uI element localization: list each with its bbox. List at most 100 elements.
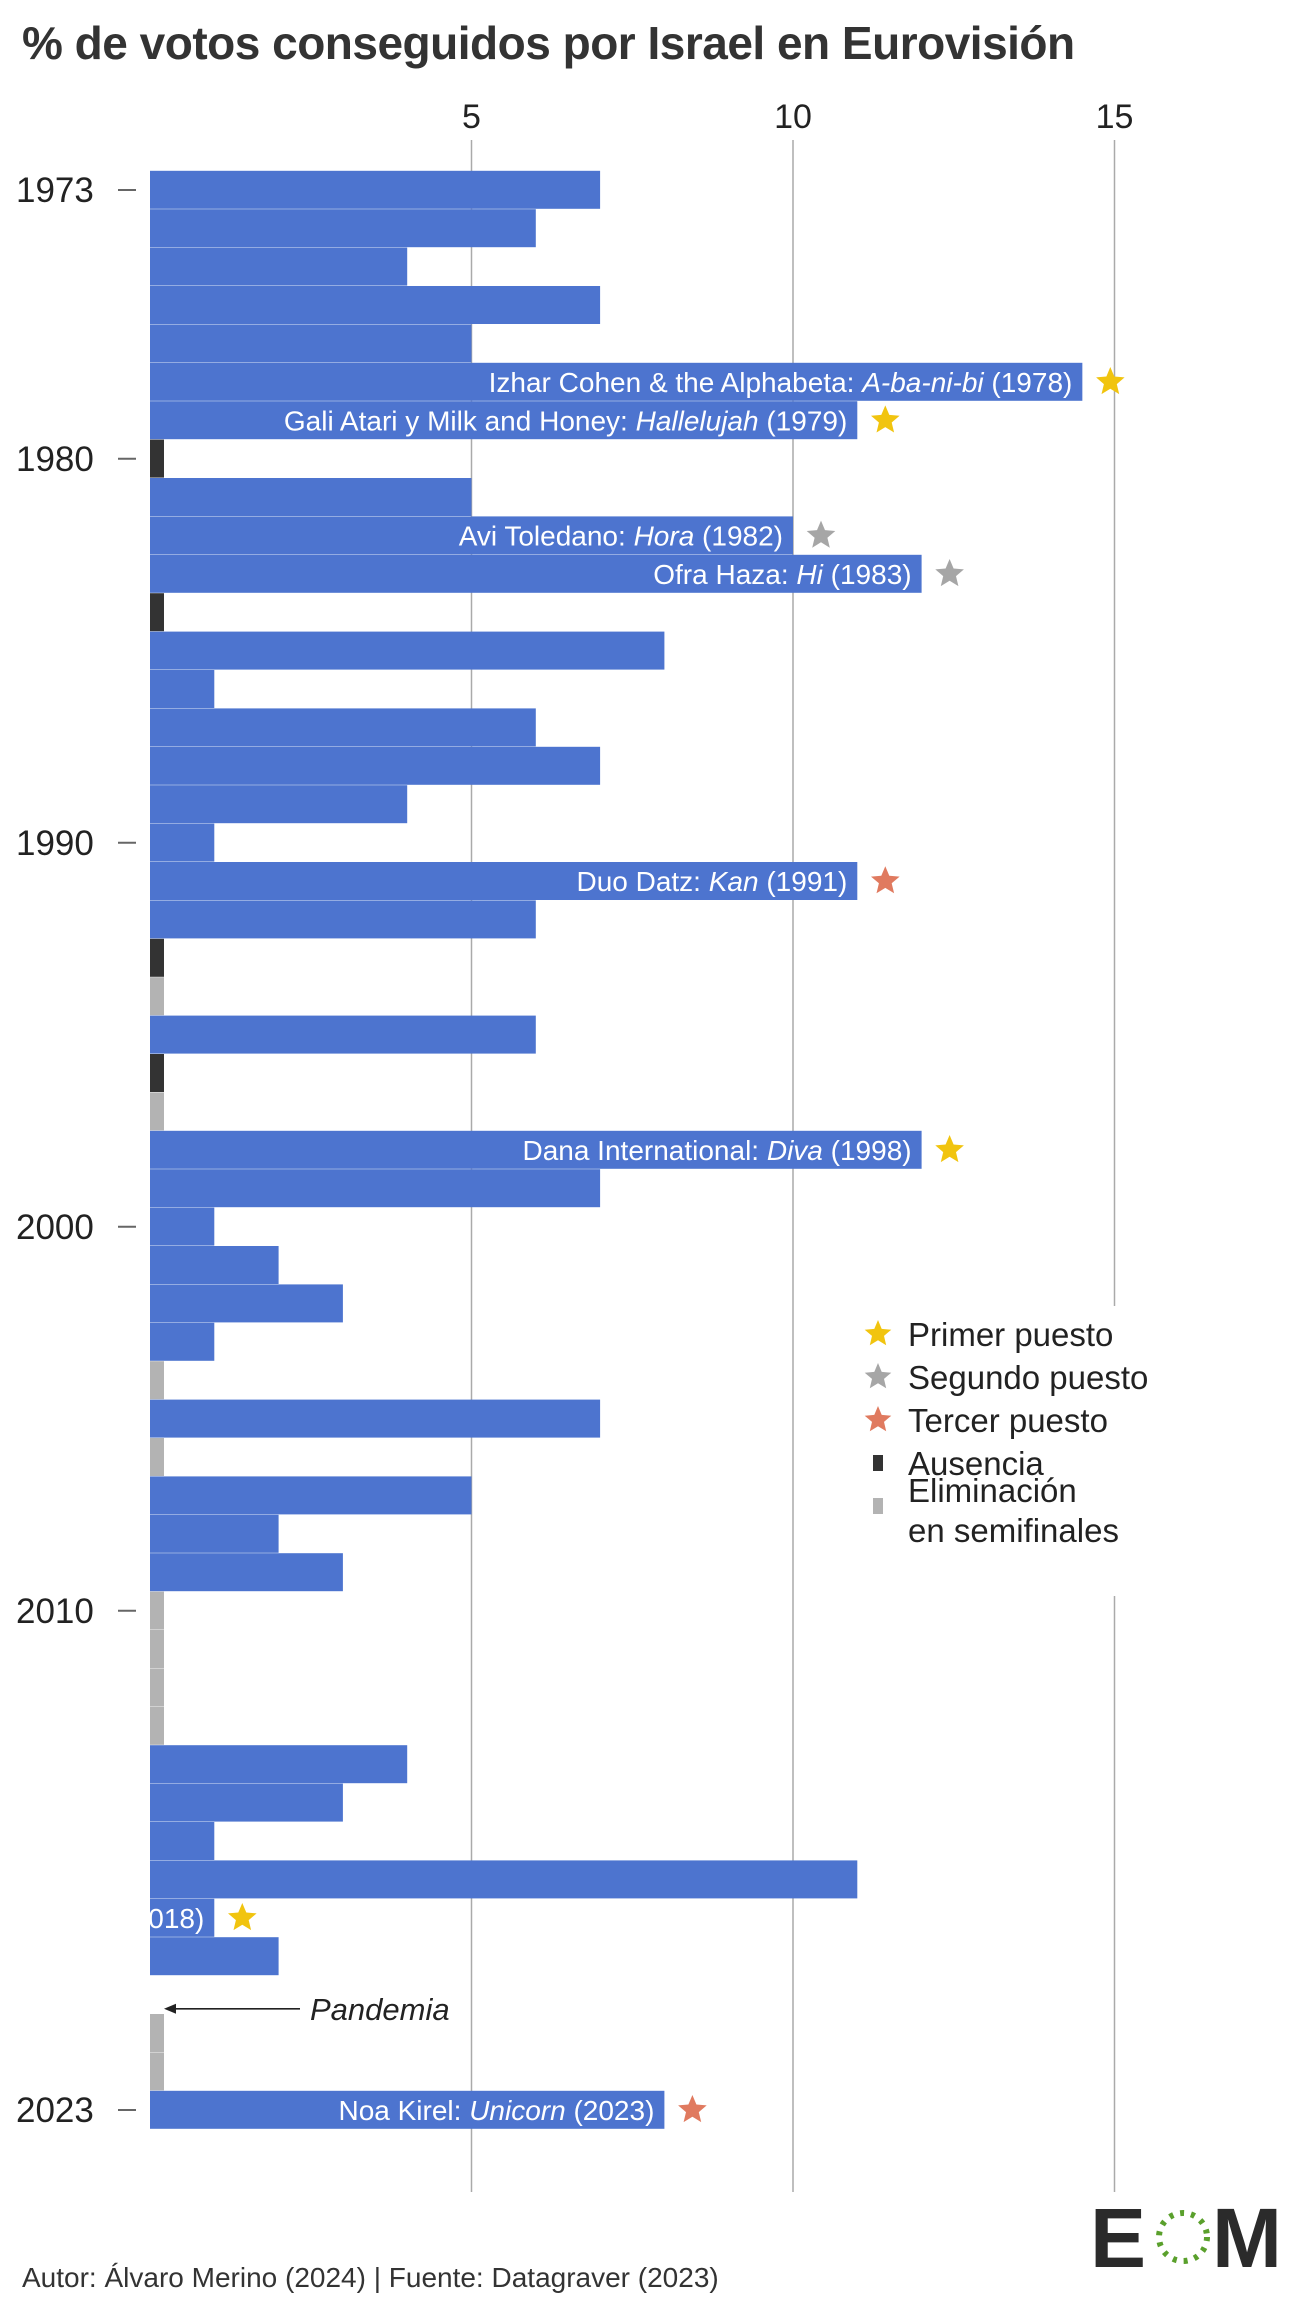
- y-tick-label-1980: 1980: [16, 440, 94, 479]
- annotation-song: Unicorn: [469, 2095, 565, 2126]
- bar-1998: [150, 1130, 922, 1169]
- bar-2017: [150, 1860, 858, 1899]
- bar-1990: [150, 823, 215, 862]
- y-tick-label-2010: 2010: [16, 1592, 94, 1631]
- y-tick-label-2000: 2000: [16, 1208, 94, 1247]
- annotation-song: Toy: [71, 1903, 117, 1934]
- star-icon: [871, 866, 900, 894]
- annotation-artist: Netta:: [0, 1903, 71, 1934]
- semifinal-marker-2006: [150, 1438, 164, 1476]
- annotation-song: Hallelujah: [636, 405, 759, 436]
- bar-1999: [150, 1169, 601, 1208]
- legend-star-icon-third: [864, 1406, 892, 1432]
- star-icon: [806, 520, 836, 548]
- x-tick-label-15: 15: [1096, 98, 1134, 136]
- legend-label-first: Primer puesto: [908, 1316, 1113, 1353]
- logo-o-dots: [1156, 2210, 1210, 2264]
- absence-marker-1993: [150, 938, 164, 977]
- x-tick-label-5: 5: [462, 98, 481, 136]
- annotation-artist: Gali Atari y Milk and Honey:: [284, 405, 636, 436]
- annotation-1991: Duo Datz: Kan (1991): [576, 866, 847, 897]
- bar-1995: [150, 1015, 536, 1054]
- bar-1991: [150, 862, 858, 900]
- annotation-1998: Dana International: Diva (1998): [522, 1135, 911, 1166]
- bar-1975: [150, 247, 408, 286]
- semifinal-marker-2010: [150, 1591, 164, 1630]
- bar-1982: [150, 516, 793, 555]
- annotation-song: Hora: [634, 521, 695, 552]
- legend-star-icon-second: [864, 1363, 892, 1389]
- semifinal-marker-2021: [150, 2014, 164, 2052]
- bar-2007: [150, 1476, 472, 1515]
- annotation-1982: Avi Toledano: Hora (1982): [459, 521, 783, 552]
- absence-marker-1984: [150, 593, 164, 632]
- footer-credit: Autor: Álvaro Merino (2024) | Fuente: Da…: [22, 2262, 719, 2293]
- annotation-artist: Noa Kirel:: [338, 2095, 469, 2126]
- bar-2002: [150, 1284, 343, 1323]
- legend-label-third: Tercer puesto: [908, 1402, 1108, 1439]
- y-tick-label-2023: 2023: [16, 2091, 94, 2130]
- annotation-year: (1982): [694, 521, 783, 552]
- annotation-year: (1979): [759, 405, 848, 436]
- bar-2001: [150, 1246, 279, 1284]
- bar-2000: [150, 1207, 215, 1246]
- bar-1983: [150, 554, 922, 593]
- logo-letter-m: M: [1212, 2195, 1280, 2280]
- bar-2018: [150, 1898, 215, 1937]
- absence-marker-1980: [150, 439, 164, 478]
- bar-2016: [150, 1822, 215, 1860]
- semifinal-marker-2013: [150, 1706, 164, 1745]
- annotation-1979: Gali Atari y Milk and Honey: Hallelujah …: [284, 405, 847, 436]
- bar-2023: [150, 2090, 665, 2129]
- semifinal-marker-2022: [150, 2052, 164, 2091]
- bar-2015: [150, 1783, 343, 1822]
- semifinal-marker-2012: [150, 1668, 164, 1707]
- bar-2019: [150, 1937, 279, 1976]
- legend-label-semifinal: Eliminación en semifinales: [908, 1472, 1119, 1549]
- annotation-year: (2018): [116, 1903, 205, 1934]
- annotation-year: (1998): [823, 1135, 912, 1166]
- annotation-artist: Ofra Haza:: [653, 559, 796, 590]
- annotation-year: (1983): [823, 559, 912, 590]
- annotation-1983: Ofra Haza: Hi (1983): [653, 559, 911, 590]
- bar-1974: [150, 209, 536, 248]
- annotation-1978: Izhar Cohen & the Alphabeta: A-ba-ni-bi …: [489, 367, 1073, 398]
- bar-1977: [150, 324, 472, 363]
- bar-1988: [150, 746, 601, 785]
- annotation-2018: Netta: Toy (2018): [0, 1903, 204, 1934]
- star-icon: [935, 1135, 964, 1163]
- bar-2003: [150, 1322, 215, 1361]
- bar-1989: [150, 785, 408, 824]
- semifinal-marker-1997: [150, 1092, 164, 1131]
- legend-box: [860, 1306, 1190, 1596]
- bar-1992: [150, 900, 536, 939]
- bar-1979: [150, 401, 858, 440]
- bar-1978: [150, 362, 1083, 401]
- chart-title: % de votos conseguidos por Israel en Eur…: [22, 17, 1075, 69]
- annotation-year: (1978): [984, 367, 1073, 398]
- star-icon: [871, 405, 900, 433]
- y-tick-label-1990: 1990: [16, 824, 94, 863]
- bar-1985: [150, 631, 665, 670]
- y-tick-label-1973: 1973: [16, 171, 94, 210]
- star-icon: [228, 1903, 257, 1931]
- bar-2005: [150, 1399, 601, 1438]
- star-icon: [935, 559, 964, 587]
- bar-1987: [150, 708, 536, 747]
- star-icon: [1096, 367, 1125, 395]
- bar-1981: [150, 478, 472, 516]
- bar-1973: [150, 170, 601, 209]
- annotation-song: Diva: [767, 1135, 823, 1166]
- pandemic-arrowhead: [164, 2003, 176, 2014]
- annotation-2023: Noa Kirel: Unicorn (2023): [338, 2095, 654, 2126]
- bar-2009: [150, 1553, 343, 1592]
- annotation-song: Hi: [796, 559, 823, 590]
- logo-letter-e: E: [1090, 2195, 1146, 2280]
- annotation-song: A-ba-ni-bi: [860, 367, 984, 398]
- annotation-artist: Duo Datz:: [576, 866, 708, 897]
- star-icon: [678, 2095, 707, 2123]
- legend-label-absence: Ausencia: [908, 1445, 1044, 1482]
- semifinal-marker-2004: [150, 1361, 164, 1400]
- annotation-year: (2023): [566, 2095, 655, 2126]
- bar-2008: [150, 1514, 279, 1553]
